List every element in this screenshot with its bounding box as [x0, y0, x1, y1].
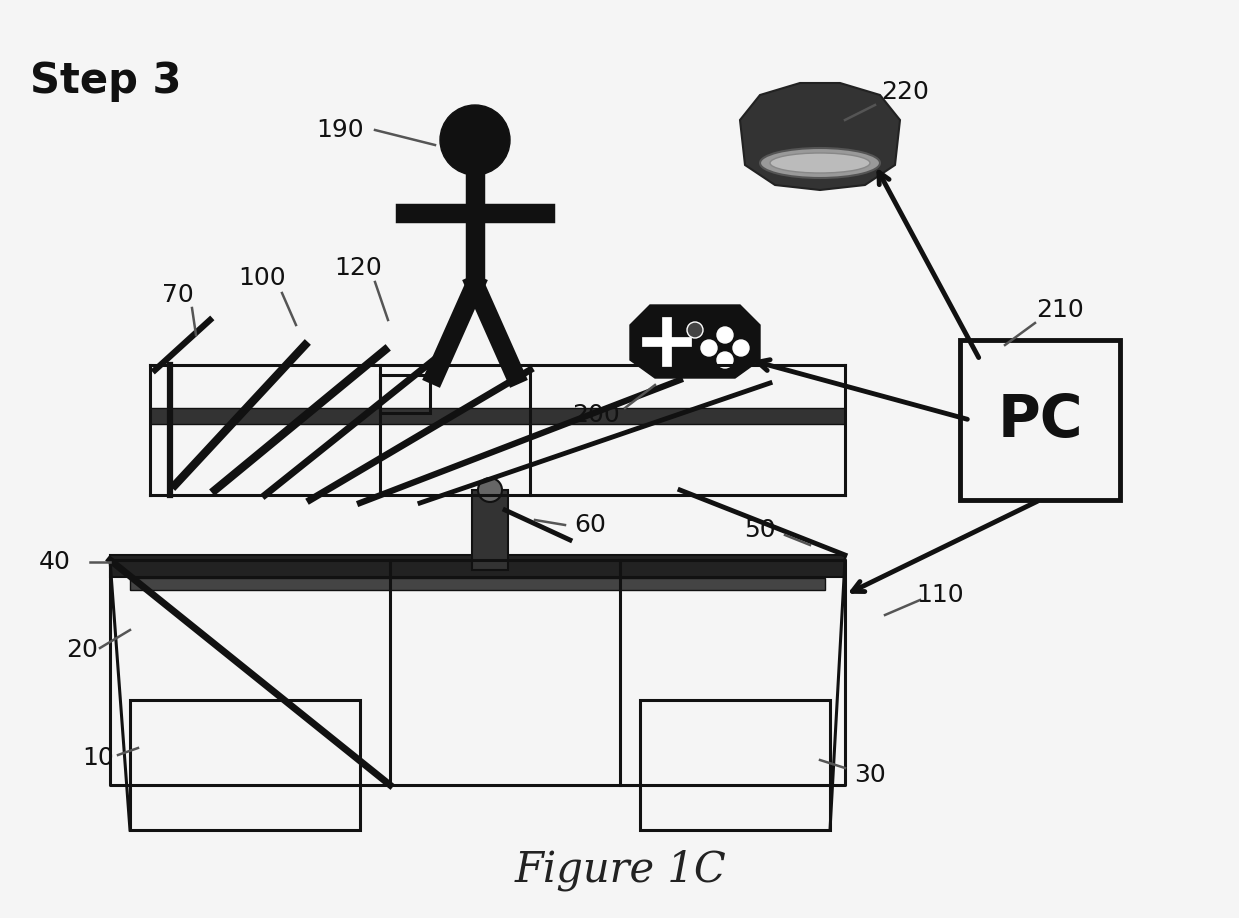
Circle shape [440, 105, 510, 175]
Text: 10: 10 [82, 746, 114, 770]
Text: 110: 110 [916, 583, 964, 607]
Text: 40: 40 [40, 550, 71, 574]
Text: 60: 60 [574, 513, 606, 537]
Bar [641, 700, 830, 830]
Text: 210: 210 [1036, 298, 1084, 322]
Text: Step 3: Step 3 [30, 60, 181, 102]
Circle shape [717, 327, 733, 343]
Bar [960, 340, 1120, 500]
Ellipse shape [760, 148, 880, 178]
Text: Figure 1C: Figure 1C [514, 849, 726, 891]
Polygon shape [740, 83, 900, 190]
Text: 70: 70 [162, 283, 193, 307]
Text: 120: 120 [335, 256, 382, 280]
Text: 20: 20 [66, 638, 98, 662]
Ellipse shape [769, 153, 870, 173]
Text: 30: 30 [854, 763, 886, 787]
Text: 50: 50 [745, 518, 776, 542]
Text: 100: 100 [238, 266, 286, 290]
Polygon shape [629, 305, 760, 378]
Circle shape [717, 352, 733, 368]
Bar [130, 578, 825, 590]
Text: 220: 220 [881, 80, 929, 104]
Circle shape [478, 478, 502, 502]
Text: PC: PC [997, 391, 1083, 449]
Bar [130, 700, 361, 830]
Bar [380, 375, 430, 413]
Circle shape [701, 340, 717, 356]
Circle shape [733, 340, 750, 356]
Text: 190: 190 [316, 118, 364, 142]
Circle shape [686, 322, 703, 338]
Bar [150, 408, 845, 424]
Bar [110, 555, 845, 577]
Text: 200: 200 [572, 403, 620, 427]
Bar [472, 490, 508, 570]
